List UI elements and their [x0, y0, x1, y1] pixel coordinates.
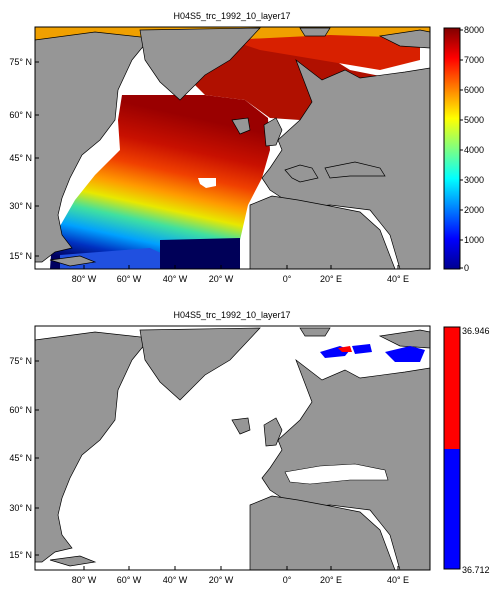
- map-panel-bottom: H04S5_trc_1992_10_layer17: [9, 310, 489, 585]
- y-tick-label: 60° N: [9, 405, 32, 415]
- y-tick-label: 30° N: [9, 201, 32, 211]
- y-tick-label: 75° N: [9, 356, 32, 366]
- x-tick-label: 80° W: [72, 575, 97, 585]
- colorbar-tick-label: 36.712: [462, 565, 490, 575]
- land-masses: [35, 27, 430, 269]
- y-tick-label: 45° N: [9, 453, 32, 463]
- colorbar-tick-label: 8000: [464, 25, 484, 35]
- map-title: H04S5_trc_1992_10_layer17: [173, 310, 290, 320]
- y-tick-label: 15° N: [9, 251, 32, 261]
- x-tick-label: 40° E: [387, 575, 409, 585]
- x-tick-label: 20° E: [320, 575, 342, 585]
- map-panel-top: H04S5_trc_1992_10_layer17: [9, 11, 484, 284]
- map-frame: [34, 325, 431, 571]
- colorbar-tick-label: 36.946: [462, 326, 490, 336]
- x-tick-label: 60° W: [117, 575, 142, 585]
- colorbar-tick-label: 0: [464, 263, 469, 273]
- x-tick-label: 40° E: [387, 274, 409, 284]
- colorbar-tick-label: 4000: [464, 145, 484, 155]
- y-tick-label: 15° N: [9, 550, 32, 560]
- x-tick-label: 40° W: [163, 575, 188, 585]
- x-tick-label: 0°: [283, 274, 292, 284]
- colorbar-tick-label: 2000: [464, 205, 484, 215]
- colorbar-jet: 8000 7000 6000 5000 4000 3000 2000 1000 …: [443, 25, 484, 273]
- colorbar-tick-label: 1000: [464, 235, 484, 245]
- colorbar-tick-label: 3000: [464, 175, 484, 185]
- y-tick-label: 60° N: [9, 110, 32, 120]
- colorbar-tick-label: 6000: [464, 85, 484, 95]
- colorbar-two-color: 36.946 36.712: [443, 326, 490, 575]
- x-tick-label: 20° W: [209, 274, 234, 284]
- x-tick-label: 80° W: [72, 274, 97, 284]
- colorbar-tick-label: 5000: [464, 115, 484, 125]
- x-tick-label: 20° W: [209, 575, 234, 585]
- x-tick-label: 20° E: [320, 274, 342, 284]
- y-tick-label: 75° N: [9, 57, 32, 67]
- colorbar-tick-label: 7000: [464, 55, 484, 65]
- map-title: H04S5_trc_1992_10_layer17: [173, 11, 290, 21]
- x-tick-label: 60° W: [117, 274, 142, 284]
- x-tick-label: 40° W: [163, 274, 188, 284]
- tracer-patches: [320, 344, 425, 362]
- x-tick-label: 0°: [283, 575, 292, 585]
- y-tick-label: 30° N: [9, 503, 32, 513]
- y-tick-label: 45° N: [9, 153, 32, 163]
- map-frame: [34, 26, 431, 270]
